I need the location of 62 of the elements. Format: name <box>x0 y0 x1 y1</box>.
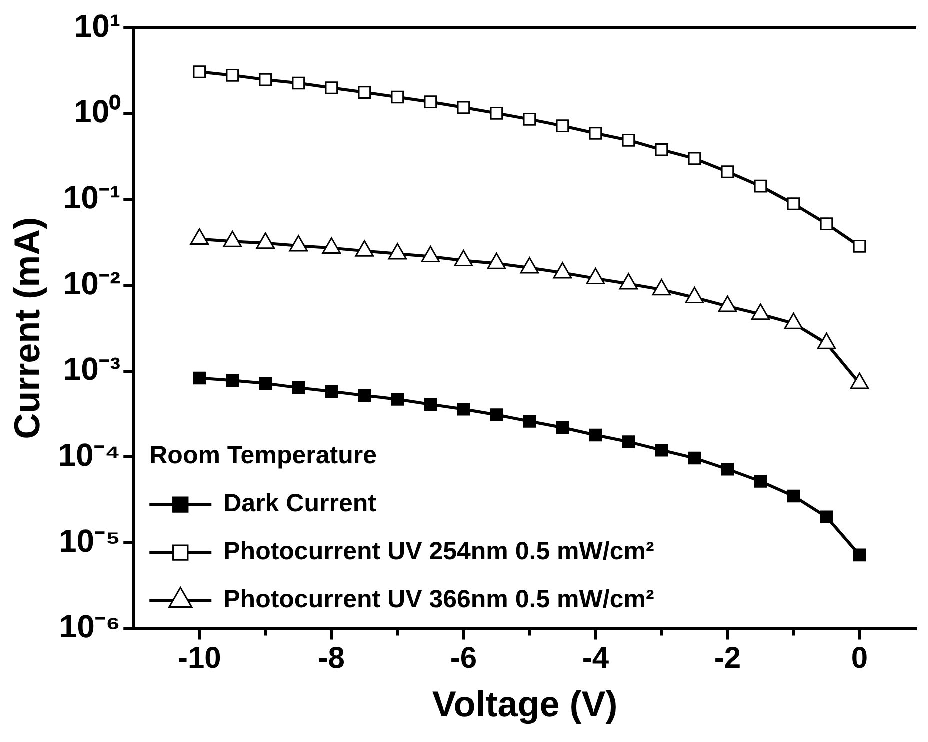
point <box>226 374 240 387</box>
point <box>490 107 504 120</box>
point <box>391 393 404 406</box>
point <box>688 152 702 166</box>
point <box>622 436 636 448</box>
y-tick-label: 10⁻² <box>63 265 121 302</box>
point <box>721 462 734 476</box>
y-axis-title: Current (mA) <box>6 217 48 440</box>
point <box>688 452 702 465</box>
point <box>589 127 602 140</box>
point <box>457 402 470 416</box>
point <box>325 82 338 94</box>
point <box>589 428 602 442</box>
point <box>358 86 372 99</box>
point <box>424 398 438 411</box>
point <box>259 73 272 86</box>
point <box>754 475 768 488</box>
point <box>556 120 570 132</box>
point <box>358 389 372 402</box>
point <box>292 76 306 90</box>
point <box>391 90 404 104</box>
point <box>655 444 668 457</box>
point <box>787 198 800 210</box>
y-tick-label: 10⁻¹ <box>63 179 121 216</box>
point <box>424 96 438 108</box>
point <box>226 69 240 82</box>
point <box>754 180 768 193</box>
point <box>655 143 668 156</box>
point <box>787 490 800 503</box>
point <box>523 415 536 428</box>
y-tick-label: 10¹ <box>74 8 121 44</box>
x-tick-label: -10 <box>178 642 222 676</box>
point <box>853 240 866 253</box>
legend-title: Room Temperature <box>150 442 378 470</box>
y-tick-label: 10⁻⁵ <box>58 522 121 559</box>
point <box>193 372 206 385</box>
x-axis-title: Voltage (V) <box>432 683 618 724</box>
point <box>457 101 470 114</box>
point <box>853 548 866 562</box>
legend-label: Dark Current <box>224 490 378 518</box>
legend-label: Photocurrent UV 254nm 0.5 mW/cm² <box>224 538 654 566</box>
x-tick-label: -6 <box>450 642 478 676</box>
x-tick-label: -4 <box>582 642 610 676</box>
legend-label: Photocurrent UV 366nm 0.5 mW/cm² <box>224 586 654 614</box>
point <box>490 408 504 422</box>
point <box>622 134 636 147</box>
y-tick-label: 10⁰ <box>74 94 122 130</box>
point <box>193 66 206 78</box>
point <box>325 385 338 398</box>
y-tick-label: 10⁻⁶ <box>59 608 121 645</box>
point <box>523 113 536 126</box>
point <box>820 218 834 230</box>
x-tick-label: -2 <box>714 642 742 676</box>
point <box>556 421 570 434</box>
x-tick-label: 0 <box>851 642 868 676</box>
y-tick-label: 10⁻⁴ <box>58 436 121 473</box>
point <box>721 166 734 178</box>
point <box>259 377 272 390</box>
x-tick-label: -8 <box>318 642 345 676</box>
point <box>820 510 834 524</box>
point <box>292 382 306 394</box>
y-tick-label: 10⁻³ <box>63 351 121 388</box>
